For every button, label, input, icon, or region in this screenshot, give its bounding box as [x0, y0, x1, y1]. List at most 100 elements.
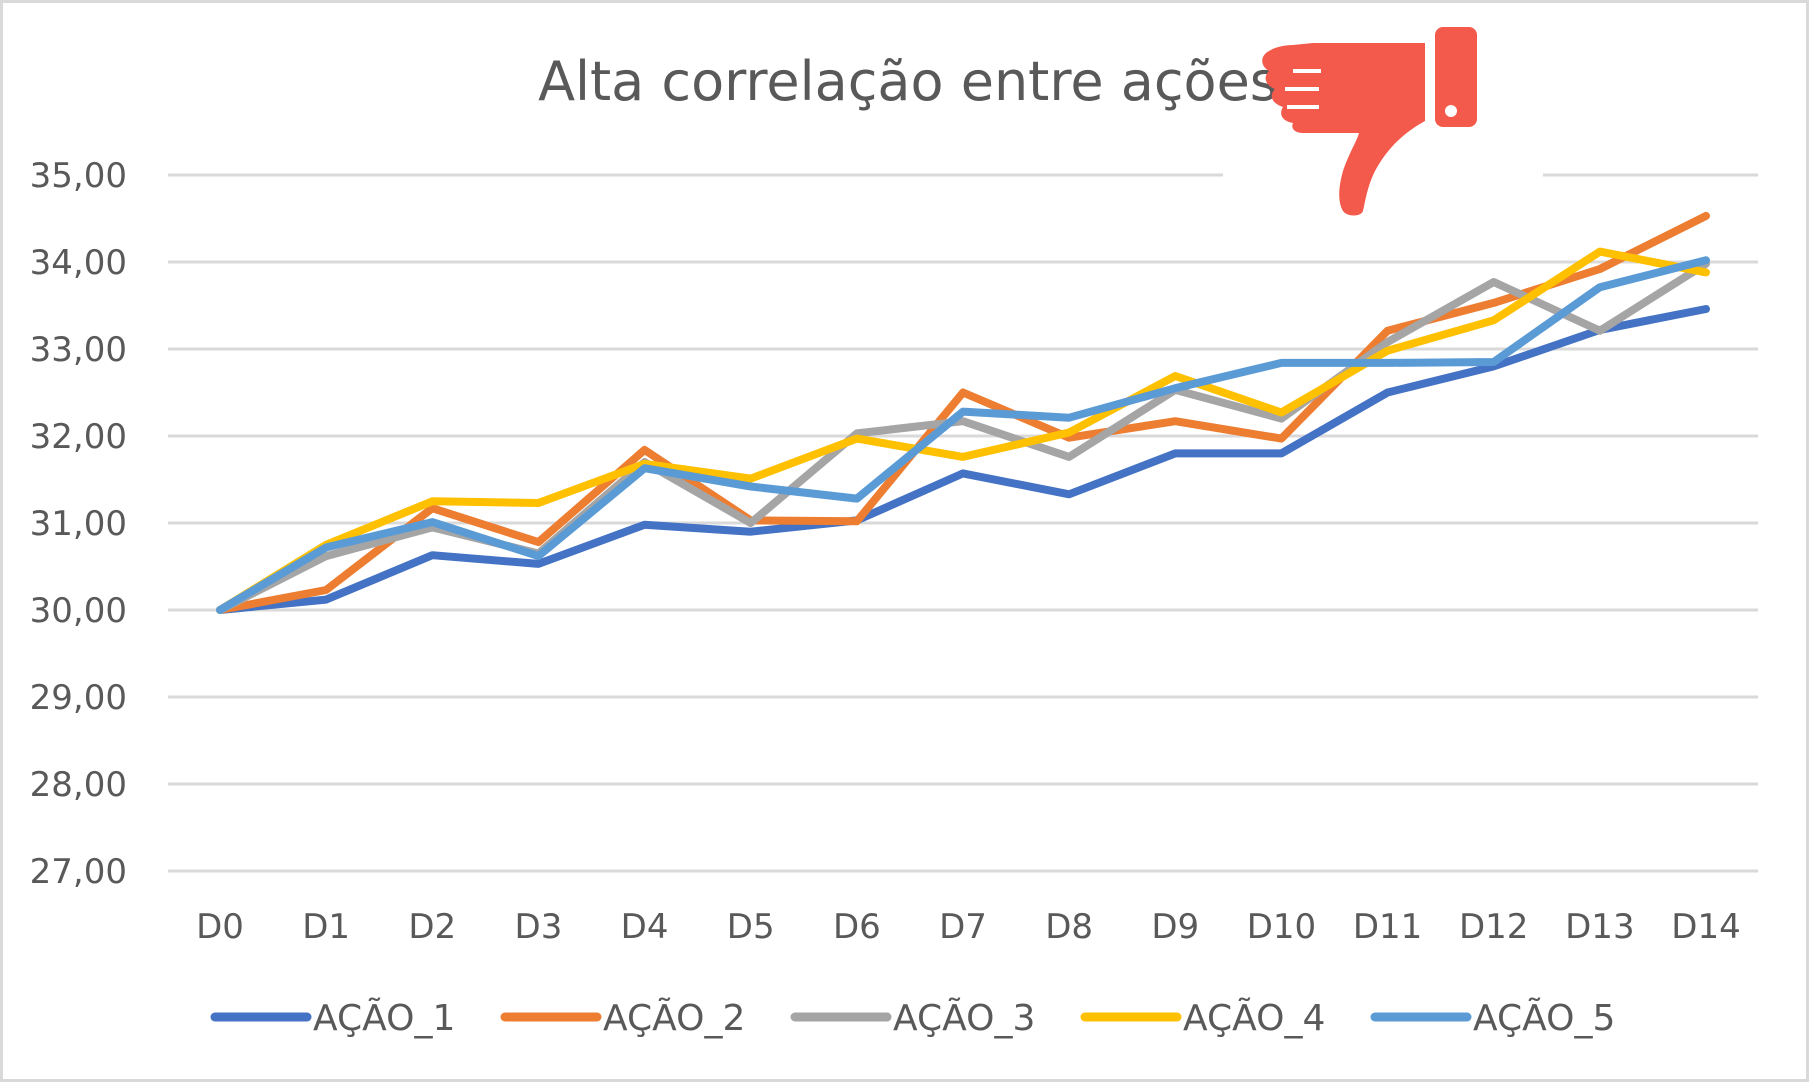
y-tick-label: 28,00	[30, 765, 127, 805]
data-point	[856, 438, 858, 440]
data-point	[962, 420, 964, 422]
x-tick-label: D14	[1671, 907, 1740, 947]
data-point	[1705, 215, 1707, 217]
data-point	[1280, 412, 1282, 414]
y-tick-label: 29,00	[30, 678, 127, 718]
data-point	[537, 555, 539, 557]
legend-label: AÇÃO_4	[1183, 997, 1325, 1039]
data-point	[431, 554, 433, 556]
y-tick-label: 34,00	[30, 243, 127, 283]
legend: AÇÃO_1 AÇÃO_2 AÇÃO_3 AÇÃO_4 AÇÃO_5	[210, 997, 1615, 1039]
data-point	[325, 589, 327, 591]
x-tick-label: D8	[1045, 907, 1093, 947]
data-point	[856, 498, 858, 500]
data-point	[856, 432, 858, 434]
data-point	[1068, 437, 1070, 439]
data-point	[1068, 432, 1070, 434]
data-point	[962, 456, 964, 458]
data-point	[1599, 251, 1601, 253]
data-point	[1599, 330, 1601, 332]
legend-label: AÇÃO_1	[313, 997, 455, 1039]
x-tick-label: D5	[727, 907, 775, 947]
x-tick-label: D2	[408, 907, 456, 947]
data-point	[1068, 456, 1070, 458]
data-point	[1387, 392, 1389, 393]
data-point	[1068, 493, 1070, 495]
data-point	[1599, 268, 1601, 270]
data-point	[1068, 417, 1070, 419]
data-point	[537, 563, 539, 565]
data-point	[1387, 362, 1389, 364]
y-tick-label: 35,00	[30, 156, 127, 196]
data-point	[1493, 365, 1495, 367]
data-point	[431, 521, 433, 523]
x-tick-label: D9	[1151, 907, 1199, 947]
legend-label: AÇÃO_2	[603, 997, 745, 1039]
legend-label: AÇÃO_3	[893, 997, 1035, 1039]
data-point	[1280, 418, 1282, 420]
data-point	[537, 541, 539, 543]
data-point	[644, 524, 646, 526]
data-point	[962, 392, 964, 393]
data-point	[750, 485, 752, 487]
data-point	[962, 472, 964, 474]
x-tick-label: D11	[1353, 907, 1422, 947]
x-tick-label: D6	[833, 907, 881, 947]
data-point	[750, 531, 752, 533]
data-point	[1174, 452, 1176, 454]
x-axis-tick-labels: D0 D1 D2 D3 D4 D5 D6 D7 D8 D9 D10 D11 D12 D13 D14	[196, 907, 1741, 947]
data-point	[1387, 330, 1389, 332]
y-tick-label: 33,00	[30, 330, 127, 370]
y-tick-label: 31,00	[30, 504, 127, 544]
thumbs-down-finger-lines	[1285, 69, 1321, 109]
data-point	[962, 411, 964, 413]
data-point	[219, 609, 221, 611]
gridlines	[168, 173, 1758, 873]
y-axis-tick-labels: 27,00 28,00 29,00 30,00 31,00 32,00 33,00 34,00…	[30, 156, 127, 892]
data-point	[431, 500, 433, 502]
data-point	[325, 546, 327, 548]
data-point	[856, 520, 858, 522]
data-point	[1387, 341, 1389, 343]
data-point	[644, 467, 646, 469]
y-tick-label: 30,00	[30, 591, 127, 631]
y-tick-label: 27,00	[30, 852, 127, 892]
x-tick-label: D3	[515, 907, 563, 947]
data-point	[1280, 452, 1282, 454]
y-tick-label: 32,00	[30, 417, 127, 457]
data-point	[750, 478, 752, 480]
data-point	[325, 599, 327, 601]
data-point	[431, 526, 433, 528]
thumbs-down-icon	[1223, 27, 1543, 216]
x-tick-label: D10	[1247, 907, 1316, 947]
data-point	[644, 449, 646, 451]
x-tick-label: D4	[621, 907, 669, 947]
chart-title: Alta correlação entre ações	[538, 50, 1278, 113]
data-point	[750, 522, 752, 524]
x-tick-label: D0	[196, 907, 244, 947]
data-point	[1174, 420, 1176, 422]
x-tick-label: D12	[1459, 907, 1528, 947]
data-point	[1387, 350, 1389, 352]
data-point	[1280, 362, 1282, 364]
x-tick-label: D13	[1565, 907, 1634, 947]
data-point	[1599, 286, 1601, 288]
data-point	[1705, 308, 1707, 310]
line-chart: 27,00 28,00 29,00 30,00 31,00 32,00 33,00 34,00…	[30, 27, 1758, 1039]
data-point	[1280, 438, 1282, 440]
thumbs-down-cuff-dot	[1445, 105, 1457, 117]
x-tick-label: D1	[302, 907, 350, 947]
data-point	[1493, 361, 1495, 363]
thumbs-down-cuff	[1435, 27, 1477, 127]
series-lines	[216, 211, 1710, 614]
data-point	[1493, 281, 1495, 283]
thumbs-down-hand	[1262, 43, 1425, 216]
data-point	[1493, 302, 1495, 304]
data-point	[1705, 259, 1707, 261]
icon-backdrop	[1223, 161, 1543, 213]
data-point	[1705, 271, 1707, 273]
data-point	[644, 463, 646, 465]
data-point	[325, 555, 327, 557]
x-tick-label: D7	[939, 907, 987, 947]
